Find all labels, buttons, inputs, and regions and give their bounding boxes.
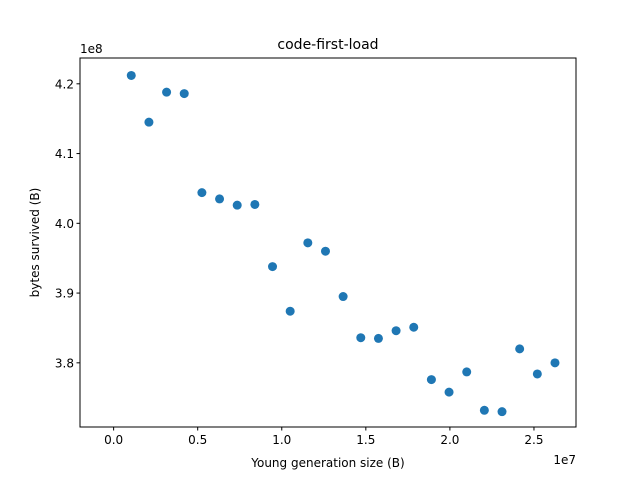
- data-point: [285, 306, 295, 316]
- data-point: [162, 87, 172, 97]
- data-point: [215, 194, 225, 204]
- data-point: [479, 405, 489, 415]
- data-point: [338, 292, 348, 302]
- data-point: [409, 322, 419, 332]
- x-tick-label: 1.0: [272, 433, 291, 447]
- y-offset-label: 1e8: [80, 42, 103, 56]
- data-point: [497, 407, 507, 417]
- y-tick-label: 4.2: [55, 77, 74, 91]
- x-tick-label: 2.5: [524, 433, 543, 447]
- data-point: [356, 333, 366, 343]
- data-point: [144, 117, 154, 127]
- y-axis-label: bytes survived (B): [28, 188, 42, 298]
- x-tick-label: 1.5: [356, 433, 375, 447]
- plot-area-frame: [79, 57, 577, 428]
- x-offset-label: 1e7: [553, 453, 576, 467]
- data-point: [250, 199, 260, 209]
- data-point: [391, 326, 401, 336]
- data-point: [232, 200, 242, 210]
- ticks-layer: 0.0 0.5 1.0 1.5 2.0 2.5 3.8 3.9 4.0 4.1 4.2: [55, 77, 544, 447]
- data-point: [320, 246, 330, 256]
- data-point: [179, 89, 189, 99]
- data-point: [373, 333, 383, 343]
- y-tick-label: 3.8: [55, 356, 74, 370]
- x-tick-label: 2.0: [440, 433, 459, 447]
- data-point: [462, 367, 472, 377]
- x-tick-label: 0.5: [188, 433, 207, 447]
- data-point: [303, 238, 313, 248]
- x-tick-label: 0.0: [104, 433, 123, 447]
- data-point: [550, 358, 560, 368]
- data-point: [126, 70, 136, 80]
- y-tick-label: 3.9: [55, 287, 74, 301]
- data-point: [197, 188, 207, 198]
- data-point: [515, 344, 525, 354]
- x-axis-label: Young generation size (B): [250, 456, 404, 470]
- data-point: [444, 387, 454, 397]
- y-tick-label: 4.1: [55, 147, 74, 161]
- data-points: [126, 70, 560, 417]
- data-point: [426, 375, 436, 385]
- y-tick-label: 4.0: [55, 217, 74, 231]
- data-point: [268, 262, 278, 272]
- chart-title: code-first-load: [277, 37, 378, 53]
- data-point: [532, 369, 542, 379]
